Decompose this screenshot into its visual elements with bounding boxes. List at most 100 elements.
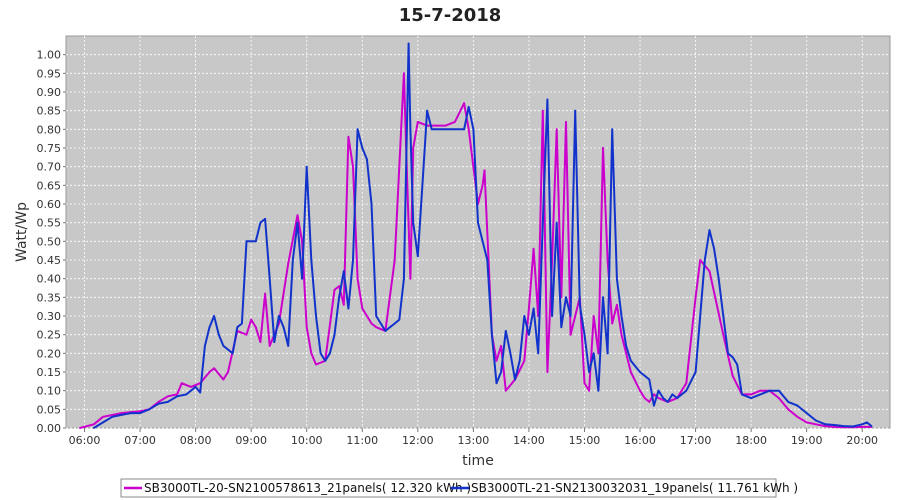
data-point-series-2 <box>329 352 331 355</box>
data-point-series-1 <box>629 371 632 373</box>
y-tick-label: 0.25 <box>37 329 62 342</box>
data-point-series-1 <box>361 307 364 310</box>
data-point-series-2 <box>866 421 868 424</box>
data-point-series-1 <box>222 378 225 381</box>
data-point-series-2 <box>750 397 752 399</box>
x-tick-label: 13:00 <box>458 434 490 447</box>
data-point-series-2 <box>722 315 725 317</box>
data-point-series-1 <box>606 259 609 261</box>
data-point-series-2 <box>370 203 373 205</box>
data-point-series-2 <box>319 352 322 355</box>
data-point-series-1 <box>375 326 378 329</box>
data-point-series-1 <box>588 389 590 392</box>
series-group <box>79 42 873 429</box>
data-point-series-1 <box>416 121 419 123</box>
data-point-series-1 <box>643 397 646 399</box>
data-point-series-2 <box>565 296 567 299</box>
data-point-series-2 <box>491 333 493 336</box>
data-point-series-2 <box>361 147 364 149</box>
data-point-series-1 <box>79 427 81 429</box>
data-point-series-2 <box>454 128 456 131</box>
data-point-series-1 <box>92 423 95 426</box>
data-point-series-2 <box>472 128 475 131</box>
data-point-series-2 <box>676 397 678 399</box>
data-point-series-2 <box>250 240 253 243</box>
y-tick-label: 1.00 <box>37 49 62 62</box>
data-point-series-2 <box>620 315 623 317</box>
y-axis-ticks: 0.00 0.05 0.10 0.15 0.20 0.25 0.30 0.35 0.40 0.45… <box>37 49 66 435</box>
data-point-series-1 <box>592 315 595 317</box>
data-point-series-1 <box>616 303 618 306</box>
y-tick-label: 0.70 <box>37 161 62 174</box>
data-point-series-2 <box>92 427 95 429</box>
data-point-series-1 <box>102 415 104 418</box>
data-point-series-1 <box>824 425 827 427</box>
legend-entry-series-2: SB3000TL-21-SN2130032031_19panels( 11.76… <box>471 481 798 495</box>
data-point-series-2 <box>555 221 558 224</box>
data-point-series-1 <box>523 359 526 362</box>
data-point-series-1 <box>541 109 544 112</box>
plot-area <box>65 35 891 429</box>
data-point-series-1 <box>602 147 604 149</box>
data-point-series-1 <box>250 318 253 321</box>
data-point-series-2 <box>305 165 308 168</box>
data-point-series-1 <box>495 359 498 362</box>
data-point-series-2 <box>509 352 512 355</box>
data-point-series-1 <box>648 401 651 403</box>
data-point-series-2 <box>409 128 412 131</box>
data-point-series-1 <box>620 333 623 336</box>
data-point-series-2 <box>583 333 586 336</box>
x-tick-label: 14:00 <box>513 434 545 447</box>
data-point-series-2 <box>842 425 845 427</box>
data-point-series-2 <box>523 315 526 317</box>
y-tick-label: 0.55 <box>37 217 62 230</box>
data-point-series-2 <box>273 341 276 343</box>
data-point-series-2 <box>268 277 271 280</box>
series-line-1 <box>79 72 872 429</box>
data-point-series-2 <box>796 404 799 407</box>
y-tick-label: 0.50 <box>37 235 62 248</box>
data-point-series-2 <box>574 109 577 112</box>
y-tick-label: 0.85 <box>37 105 62 118</box>
data-point-series-2 <box>430 128 433 131</box>
data-point-series-2 <box>736 363 739 366</box>
data-point-series-2 <box>578 303 581 306</box>
data-point-series-1 <box>750 393 752 396</box>
data-point-series-2 <box>407 42 410 45</box>
data-point-series-2 <box>666 401 669 403</box>
data-point-series-2 <box>481 240 484 243</box>
data-point-series-1 <box>347 135 350 138</box>
data-point-series-2 <box>176 395 179 398</box>
y-tick-label: 0.10 <box>37 385 62 398</box>
data-point-series-1 <box>393 259 396 261</box>
data-point-series-2 <box>852 425 854 428</box>
data-point-series-2 <box>264 218 266 220</box>
data-point-series-2 <box>602 296 604 299</box>
data-point-series-1 <box>213 367 216 370</box>
x-tick-label: 06:00 <box>69 434 101 447</box>
data-point-series-2 <box>833 424 836 426</box>
data-point-series-2 <box>347 307 350 310</box>
data-point-series-2 <box>694 371 697 373</box>
data-point-series-2 <box>713 247 715 250</box>
data-point-series-1 <box>259 341 262 343</box>
data-point-series-2 <box>514 378 516 381</box>
y-tick-label: 0.05 <box>37 403 62 416</box>
x-tick-label: 18:00 <box>735 434 767 447</box>
data-point-series-2 <box>217 333 220 336</box>
data-point-series-1 <box>166 395 169 398</box>
x-tick-label: 20:00 <box>846 434 878 447</box>
data-point-series-2 <box>282 326 285 329</box>
legend-box <box>120 478 777 498</box>
data-point-series-2 <box>278 315 280 317</box>
y-tick-label: 0.15 <box>37 366 62 379</box>
data-point-series-2 <box>194 386 197 388</box>
chart-title: 15-7-2018 <box>399 5 502 26</box>
y-tick-label: 0.40 <box>37 273 62 286</box>
data-point-series-1 <box>139 410 142 413</box>
data-point-series-2 <box>657 389 660 392</box>
data-point-series-2 <box>287 345 290 347</box>
data-point-series-1 <box>208 371 211 373</box>
data-point-series-1 <box>176 393 179 396</box>
